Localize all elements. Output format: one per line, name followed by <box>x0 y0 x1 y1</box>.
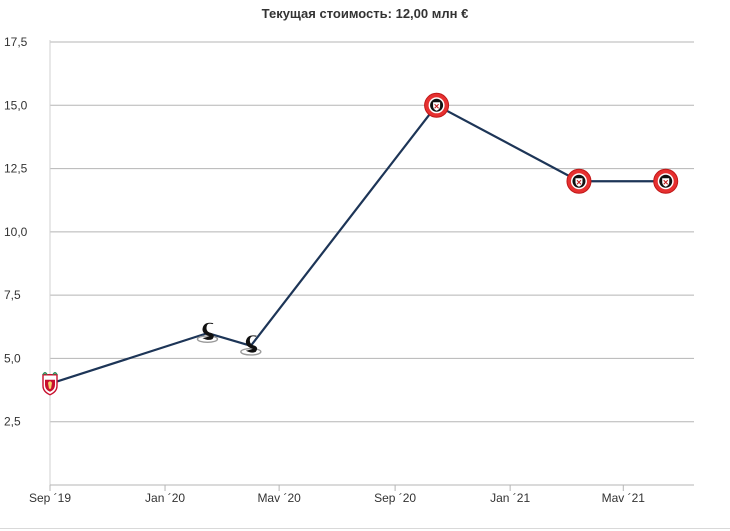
crest-water <box>196 335 219 344</box>
data-point-blades-crest <box>566 168 592 194</box>
series-line-group <box>49 104 666 385</box>
axes <box>49 40 694 491</box>
crest-flames <box>42 372 58 376</box>
series-line <box>49 104 666 385</box>
x-tick-label: Mav ´21 <box>602 491 646 505</box>
chart-title: Текущая стоимость: 12,00 млн € <box>261 6 469 21</box>
data-point-blades-crest <box>424 92 450 118</box>
data-point-swan-crest <box>196 322 219 344</box>
y-tick-labels: 2,5 5,0 7,5 10,0 12,5 15,0 17,5 <box>4 35 28 429</box>
data-point-blades-crest <box>653 168 679 194</box>
y-tick-label: 12,5 <box>4 162 28 176</box>
crest-blades <box>663 179 669 185</box>
crest-blades <box>576 179 582 185</box>
data-point-swan-crest <box>240 335 262 356</box>
crest-water <box>240 347 262 356</box>
crest-blades <box>434 103 439 109</box>
y-tick-label: 10,0 <box>4 225 28 239</box>
x-tick-label: Mav ´20 <box>257 491 301 505</box>
x-tick-label: Jan ´21 <box>490 491 530 505</box>
y-tick-label: 2,5 <box>4 415 21 429</box>
x-tick-label: Sep ´20 <box>374 491 416 505</box>
bottom-divider <box>0 528 730 529</box>
x-tick-label: Jan ´20 <box>145 491 185 505</box>
x-tick-labels: Sep ´19 Jan ´20 Mav ´20 Sep ´20 Jan ´21 Mav ´… <box>29 491 645 505</box>
data-point-liverpool-crest <box>42 372 58 396</box>
grid-lines <box>50 41 694 423</box>
x-tick-label: Sep ´19 <box>29 491 71 505</box>
crest-bird <box>48 381 52 389</box>
y-tick-label: 7,5 <box>4 288 21 302</box>
y-tick-label: 15,0 <box>4 98 28 112</box>
y-tick-label: 17,5 <box>4 35 28 49</box>
marker-group <box>42 92 679 396</box>
crest-swan <box>202 322 214 340</box>
y-tick-label: 5,0 <box>4 351 21 365</box>
crest-swan <box>245 335 258 353</box>
